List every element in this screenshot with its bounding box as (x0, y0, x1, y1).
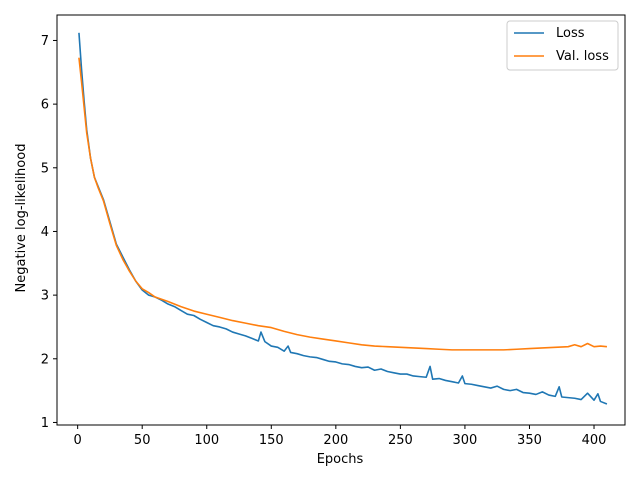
x-axis: 0 50 100 150 200 250 300 350 400 (74, 425, 607, 448)
legend-label-val-loss: Val. loss (556, 49, 609, 64)
x-tick-label: 300 (453, 433, 478, 448)
x-tick-label: 200 (323, 433, 348, 448)
series-line-val-loss (78, 57, 608, 351)
x-tick-label: 50 (134, 433, 151, 448)
y-tick-label: 5 (41, 161, 49, 176)
y-tick-label: 6 (41, 98, 49, 113)
y-axis-label: Negative log-likelihood (14, 144, 29, 293)
x-tick-label: 0 (74, 433, 82, 448)
y-axis: 1 2 3 4 5 6 7 (41, 34, 57, 431)
plot-background (57, 15, 625, 425)
x-tick-label: 350 (517, 433, 542, 448)
y-tick-label: 7 (41, 34, 49, 49)
x-tick-label: 150 (259, 433, 284, 448)
y-tick-label: 3 (41, 289, 49, 304)
series-layer (78, 32, 608, 405)
y-tick-label: 4 (41, 225, 49, 240)
x-tick-label: 100 (194, 433, 219, 448)
x-tick-label: 250 (388, 433, 413, 448)
plot-frame (56, 14, 626, 426)
legend-label-loss: Loss (556, 26, 585, 41)
legend: Loss Val. loss (506, 20, 619, 71)
x-axis-label: Epochs (317, 452, 364, 467)
x-tick-label: 400 (582, 433, 607, 448)
y-tick-label: 1 (41, 416, 49, 431)
y-tick-label: 2 (41, 352, 49, 367)
